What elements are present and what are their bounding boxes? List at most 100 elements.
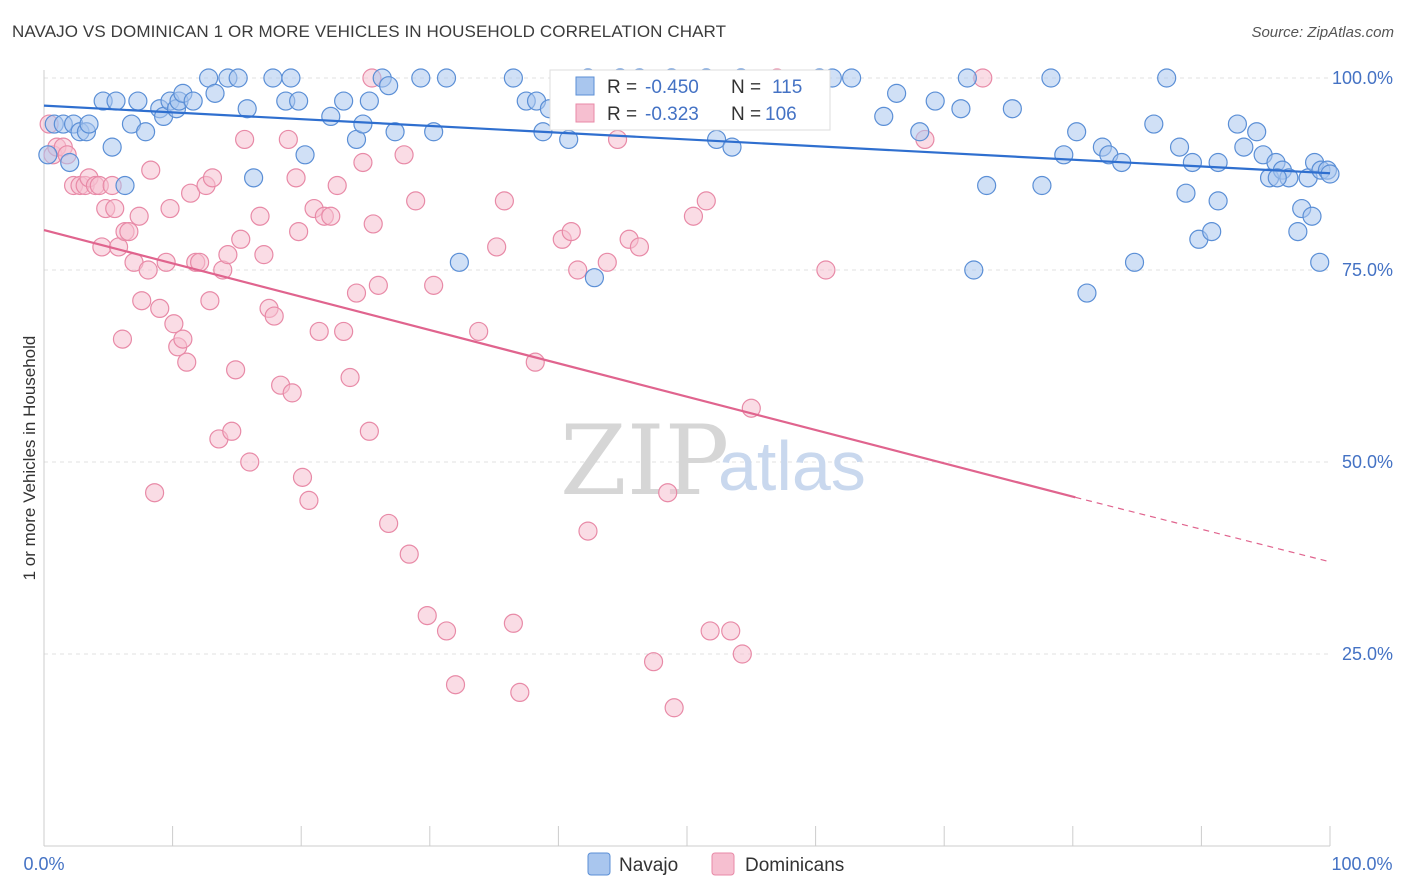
dominican-point — [436, 621, 457, 641]
dominican-point — [112, 329, 133, 349]
navajo-point — [128, 91, 148, 111]
dominican-point — [340, 367, 360, 388]
dominican-trend-line — [43, 228, 1076, 499]
navajo-point — [38, 145, 58, 165]
dominican-point — [359, 421, 379, 441]
navajo-point — [1041, 68, 1061, 88]
dominican-point — [289, 222, 309, 242]
series-legend: Navajo Dominicans — [587, 852, 844, 876]
dominican-point — [282, 383, 302, 403]
navajo-point — [1227, 114, 1248, 134]
dominican-points — [39, 68, 993, 718]
navajo-point — [1067, 122, 1087, 142]
navajo-point — [359, 91, 379, 111]
dominican-point — [721, 621, 741, 641]
dominican-point — [664, 698, 684, 718]
navajo-point — [449, 252, 469, 272]
dominican-point — [353, 152, 373, 173]
y-tick-label-25: 25.0% — [1342, 644, 1393, 664]
y-tick-label-75: 75.0% — [1342, 260, 1393, 280]
dominican-point — [607, 129, 628, 150]
navajo-point — [910, 122, 930, 142]
navajo-point — [957, 68, 977, 88]
navajo-points — [38, 68, 1340, 303]
navajo-point — [842, 68, 862, 88]
dominican-point — [202, 168, 223, 188]
watermark-zip: ZIP — [560, 405, 729, 517]
dominican-point — [487, 237, 507, 257]
dominican-point — [164, 314, 184, 334]
dominican-point — [181, 183, 201, 203]
dominican-point — [424, 275, 444, 295]
navajo-point — [584, 268, 605, 288]
trend-lines — [43, 104, 1331, 563]
navajo-point — [79, 114, 99, 134]
dominican-point — [510, 682, 530, 703]
stats-legend: R = -0.450 N = 115 R = -0.323 N = 106 — [549, 69, 831, 131]
dominican-point — [700, 621, 720, 641]
navajo-point — [205, 83, 225, 103]
navajo-bottom-swatch — [587, 852, 611, 876]
navajo-point — [964, 260, 984, 280]
dominican-point — [406, 191, 426, 211]
navajo-point — [334, 91, 354, 111]
dominican-point — [494, 191, 514, 211]
dominican-point — [286, 168, 306, 188]
navajo-point — [1247, 122, 1267, 142]
dominican-point — [138, 260, 158, 280]
dominican-point — [173, 329, 193, 349]
navajo-point — [135, 122, 156, 142]
navajo-bottom-label: Navajo — [619, 855, 678, 876]
navajo-point — [1234, 137, 1254, 157]
dominican-point — [658, 483, 678, 503]
dominican-point — [299, 490, 319, 510]
dominican-point — [129, 206, 149, 226]
navajo-point — [1202, 222, 1222, 242]
dominican-point — [445, 675, 466, 695]
dominican-point — [568, 260, 588, 280]
dominican-point — [292, 467, 313, 487]
dominican-point — [363, 214, 383, 234]
dominican-point — [177, 352, 197, 372]
dominican-point — [144, 483, 165, 503]
navajo-point — [1124, 252, 1145, 272]
dominican-point — [132, 291, 152, 311]
dominican-n-label: N = — [731, 104, 761, 125]
dominican-point — [643, 652, 664, 672]
dominican-point — [334, 321, 354, 342]
navajo-point — [1169, 137, 1190, 157]
dominican-point — [629, 237, 650, 257]
dominican-point — [417, 605, 437, 626]
dominican-point — [379, 513, 399, 534]
dominican-point — [105, 198, 125, 219]
navajo-point — [60, 152, 80, 173]
navajo-point — [951, 99, 971, 119]
navajo-point — [379, 76, 399, 96]
y-tick-label-100: 100.0% — [1332, 68, 1393, 88]
dominican-legend-swatch — [575, 103, 595, 123]
navajo-trend-line — [43, 104, 1331, 175]
navajo-point — [263, 68, 283, 88]
chart-title: NAVAJO VS DOMINICAN 1 OR MORE VEHICLES I… — [12, 22, 727, 41]
dominican-point — [469, 321, 489, 342]
navajo-point — [289, 91, 309, 111]
dominican-point — [250, 206, 270, 226]
dominican-point — [231, 229, 251, 249]
navajo-r-value: -0.450 — [645, 77, 699, 98]
x-tick-label-100: 100.0% — [1331, 854, 1392, 874]
navajo-point — [1157, 68, 1177, 88]
navajo-point — [1176, 183, 1196, 203]
navajo-point — [321, 106, 341, 127]
navajo-point — [115, 175, 135, 196]
navajo-point — [237, 99, 257, 119]
navajo-r-label: R = — [607, 77, 637, 98]
navajo-point — [1267, 168, 1287, 188]
dominican-point — [240, 452, 260, 472]
navajo-point — [1288, 222, 1308, 242]
dominican-point — [160, 198, 180, 219]
navajo-point — [1208, 191, 1228, 211]
y-tick-label-50: 50.0% — [1342, 452, 1393, 472]
dominican-point — [321, 206, 341, 226]
dominican-point — [346, 283, 367, 303]
